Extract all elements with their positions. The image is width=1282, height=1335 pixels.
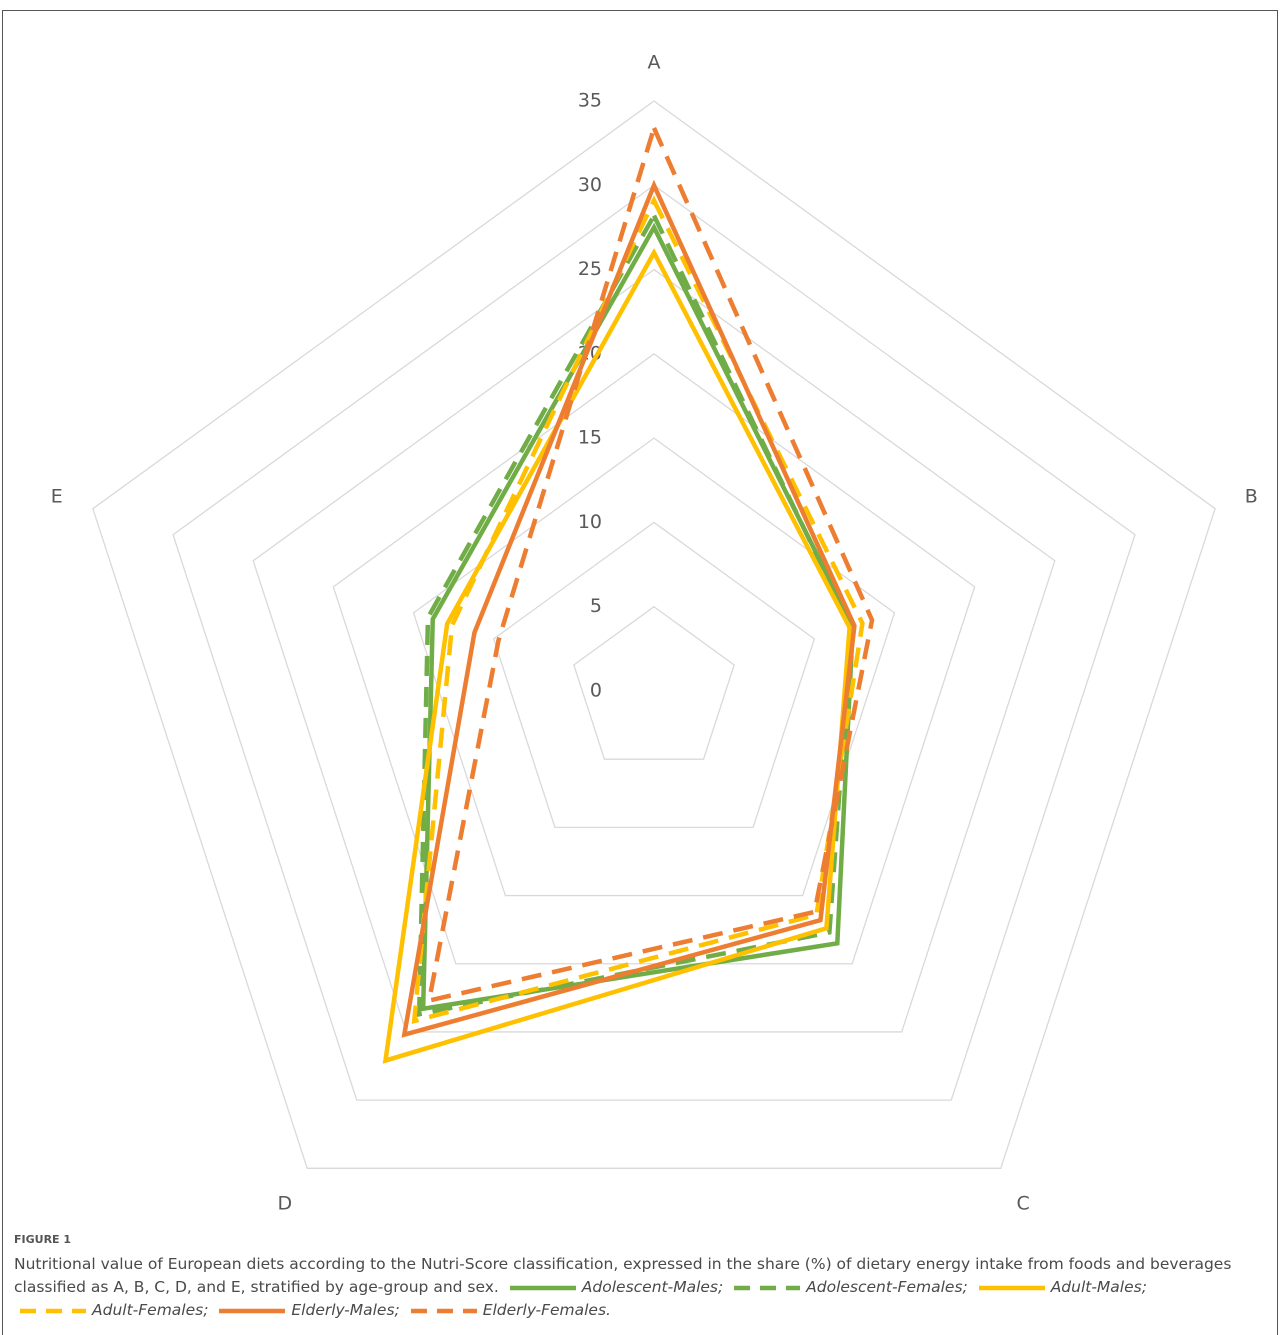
r-tick-label: 0 bbox=[590, 680, 602, 702]
r-tick-label: 5 bbox=[590, 595, 602, 617]
grid-ring bbox=[172, 184, 1136, 1101]
r-tick-label: 10 bbox=[578, 511, 602, 533]
legend-swatch bbox=[20, 1308, 86, 1313]
series-line bbox=[426, 121, 875, 1004]
grid-ring bbox=[92, 100, 1216, 1169]
series-line bbox=[411, 195, 865, 1025]
legend-swatch bbox=[978, 1285, 1045, 1290]
category-label: A bbox=[648, 52, 661, 74]
legend-label: Adolescent-Females; bbox=[806, 1278, 968, 1296]
legend-swatch bbox=[509, 1285, 576, 1290]
legend-label: Adult-Females; bbox=[92, 1301, 209, 1319]
category-label: C bbox=[1016, 1193, 1029, 1215]
legend-item: Adult-Males; bbox=[973, 1278, 1147, 1296]
legend-label: Adolescent-Males; bbox=[581, 1278, 724, 1296]
grid-ring bbox=[573, 605, 735, 760]
caption: FIGURE 1 Nutritional value of European d… bbox=[14, 1228, 1264, 1322]
legend-item: Adolescent-Males; bbox=[504, 1278, 723, 1296]
caption-text: Nutritional value of European diets acco… bbox=[14, 1255, 1232, 1296]
r-tick-label: 35 bbox=[578, 90, 602, 112]
legend-item: Adult-Females; bbox=[14, 1301, 208, 1319]
legend-swatch bbox=[219, 1308, 286, 1313]
legend-label: Elderly-Females. bbox=[482, 1301, 611, 1319]
figure-frame bbox=[2, 10, 1278, 1335]
legend-item: Elderly-Males; bbox=[213, 1301, 400, 1319]
grid-ring bbox=[252, 268, 1056, 1033]
r-tick-label: 30 bbox=[578, 174, 602, 196]
legend-label: Adult-Males; bbox=[1050, 1278, 1147, 1296]
series-line bbox=[401, 179, 857, 1038]
series-line bbox=[382, 247, 852, 1064]
legend-item: Elderly-Females. bbox=[405, 1301, 611, 1319]
r-tick-label: 25 bbox=[578, 258, 602, 280]
category-label: B bbox=[1245, 485, 1258, 507]
r-tick-label: 15 bbox=[578, 427, 602, 449]
legend-swatch bbox=[734, 1285, 801, 1290]
legend: Adolescent-Males; Adolescent-Females; Ad… bbox=[14, 1278, 1147, 1319]
figure-label: FIGURE 1 bbox=[14, 1233, 72, 1246]
legend-swatch bbox=[410, 1308, 477, 1313]
grid-ring bbox=[492, 521, 816, 829]
legend-label: Elderly-Males; bbox=[291, 1301, 400, 1319]
category-label: D bbox=[278, 1193, 293, 1215]
legend-item: Adolescent-Females; bbox=[728, 1278, 968, 1296]
category-label: E bbox=[51, 485, 63, 507]
